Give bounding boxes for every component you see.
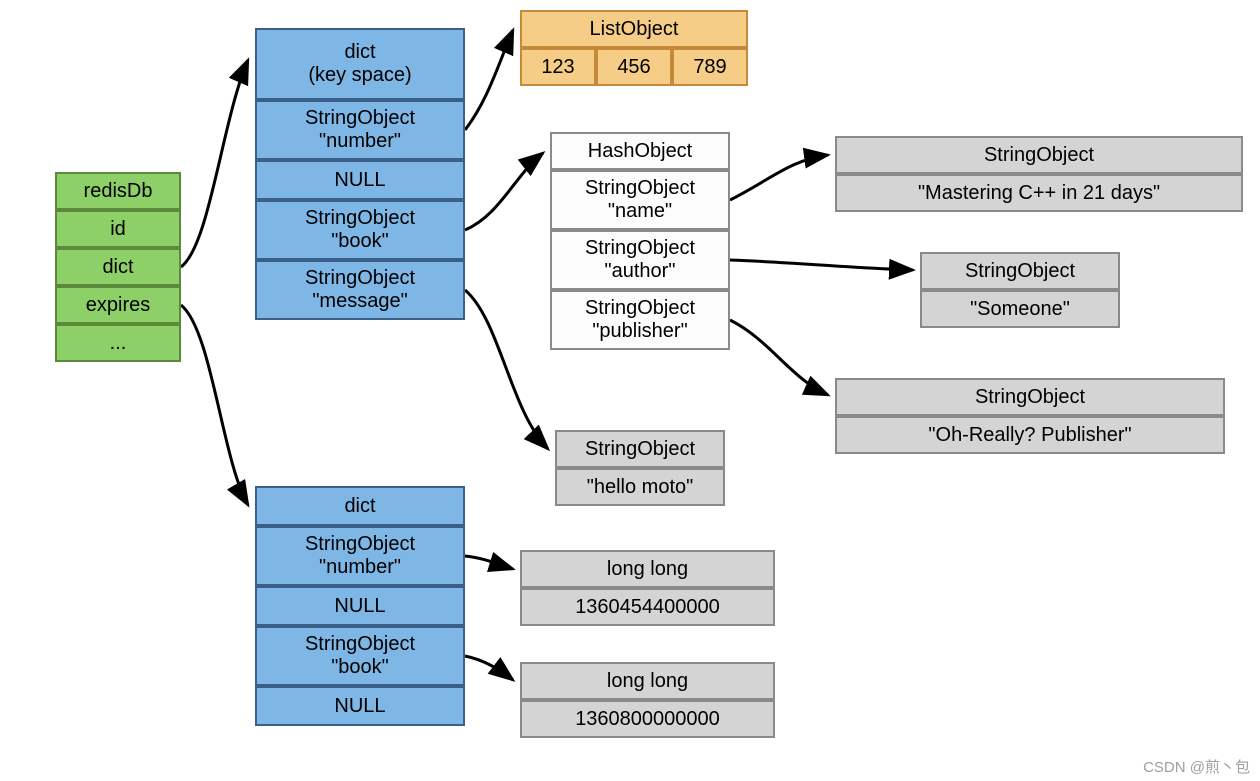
node-text: NULL bbox=[334, 595, 385, 618]
arrow-publisher-to-ohreally bbox=[730, 320, 828, 395]
node-exp_dict: dict bbox=[255, 486, 465, 526]
node-text: "message" bbox=[312, 290, 407, 313]
arrow-expires-to-dict bbox=[181, 305, 248, 505]
node-text: long long bbox=[607, 558, 688, 581]
node-str_pub_h: StringObject bbox=[835, 378, 1225, 416]
node-ll2_v: 1360800000000 bbox=[520, 700, 775, 738]
node-text: dict bbox=[344, 41, 375, 64]
node-text: StringObject bbox=[585, 177, 695, 200]
node-text: StringObject bbox=[984, 144, 1094, 167]
node-str_hello_h: StringObject bbox=[555, 430, 725, 468]
node-text: dict bbox=[102, 256, 133, 279]
watermark: CSDN @煎丶包 bbox=[1143, 756, 1250, 777]
node-exp_null2: NULL bbox=[255, 686, 465, 726]
node-text: StringObject bbox=[585, 297, 695, 320]
node-id: id bbox=[55, 210, 181, 248]
arrow-exp-number-to-ll1 bbox=[465, 556, 513, 569]
node-text: StringObject bbox=[305, 207, 415, 230]
node-text: HashObject bbox=[588, 140, 693, 163]
arrow-message-to-hello bbox=[465, 290, 548, 449]
node-text: StringObject bbox=[585, 438, 695, 461]
node-text: 789 bbox=[693, 56, 726, 79]
node-text: "book" bbox=[331, 656, 389, 679]
arrow-dict-to-keyspace bbox=[181, 60, 248, 267]
node-text: NULL bbox=[334, 695, 385, 718]
node-redisDb: redisDb bbox=[55, 172, 181, 210]
arrow-exp-book-to-ll2 bbox=[465, 656, 513, 680]
node-text: "name" bbox=[608, 200, 672, 223]
node-text: "number" bbox=[319, 130, 401, 153]
node-text: 456 bbox=[617, 56, 650, 79]
arrow-number-to-list bbox=[465, 30, 513, 130]
node-hash_author: StringObject"author" bbox=[550, 230, 730, 290]
node-text: NULL bbox=[334, 169, 385, 192]
node-exp_number: StringObject"number" bbox=[255, 526, 465, 586]
node-text: id bbox=[110, 218, 126, 241]
node-dict_field: dict bbox=[55, 248, 181, 286]
node-ll1_h: long long bbox=[520, 550, 775, 588]
node-ks_message: StringObject"message" bbox=[255, 260, 465, 320]
node-text: "publisher" bbox=[592, 320, 687, 343]
node-str_someone_v: "Someone" bbox=[920, 290, 1120, 328]
node-str_pub_v: "Oh-Really? Publisher" bbox=[835, 416, 1225, 454]
node-text: "number" bbox=[319, 556, 401, 579]
node-str_someone_h: StringObject bbox=[920, 252, 1120, 290]
node-hash_name: StringObject"name" bbox=[550, 170, 730, 230]
node-text: ... bbox=[110, 332, 127, 355]
node-text: StringObject bbox=[305, 633, 415, 656]
node-ks_book: StringObject"book" bbox=[255, 200, 465, 260]
node-ll2_h: long long bbox=[520, 662, 775, 700]
node-ks_null1: NULL bbox=[255, 160, 465, 200]
node-text: expires bbox=[86, 294, 150, 317]
node-text: StringObject bbox=[585, 237, 695, 260]
node-expires: expires bbox=[55, 286, 181, 324]
node-list_c3: 789 bbox=[672, 48, 748, 86]
node-text: (key space) bbox=[308, 64, 411, 87]
node-text: "Oh-Really? Publisher" bbox=[928, 424, 1131, 447]
node-text: ListObject bbox=[590, 18, 679, 41]
node-text: StringObject bbox=[305, 107, 415, 130]
node-text: StringObject bbox=[305, 267, 415, 290]
node-text: 1360800000000 bbox=[575, 708, 720, 731]
node-ks_number: StringObject"number" bbox=[255, 100, 465, 160]
node-text: 123 bbox=[541, 56, 574, 79]
node-text: "hello moto" bbox=[587, 476, 693, 499]
node-text: StringObject bbox=[975, 386, 1085, 409]
node-exp_book: StringObject"book" bbox=[255, 626, 465, 686]
node-text: "book" bbox=[331, 230, 389, 253]
arrow-book-to-hash bbox=[465, 153, 543, 230]
node-text: long long bbox=[607, 670, 688, 693]
node-exp_null1: NULL bbox=[255, 586, 465, 626]
node-text: StringObject bbox=[965, 260, 1075, 283]
node-ll1_v: 1360454400000 bbox=[520, 588, 775, 626]
node-text: "Mastering C++ in 21 days" bbox=[918, 182, 1160, 205]
node-str_hello_v: "hello moto" bbox=[555, 468, 725, 506]
node-text: StringObject bbox=[305, 533, 415, 556]
node-str_title_v: "Mastering C++ in 21 days" bbox=[835, 174, 1243, 212]
node-str_title_h: StringObject bbox=[835, 136, 1243, 174]
node-hash_publisher: StringObject"publisher" bbox=[550, 290, 730, 350]
node-text: redisDb bbox=[84, 180, 153, 203]
node-list_header: ListObject bbox=[520, 10, 748, 48]
node-text: "author" bbox=[605, 260, 676, 283]
node-list_c1: 123 bbox=[520, 48, 596, 86]
node-dots: ... bbox=[55, 324, 181, 362]
node-text: dict bbox=[344, 495, 375, 518]
node-list_c2: 456 bbox=[596, 48, 672, 86]
node-hash_obj: HashObject bbox=[550, 132, 730, 170]
arrow-name-to-mastering bbox=[730, 155, 828, 200]
node-ks_dict: dict(key space) bbox=[255, 28, 465, 100]
arrow-author-to-someone bbox=[730, 260, 913, 270]
node-text: 1360454400000 bbox=[575, 596, 720, 619]
node-text: "Someone" bbox=[970, 298, 1070, 321]
